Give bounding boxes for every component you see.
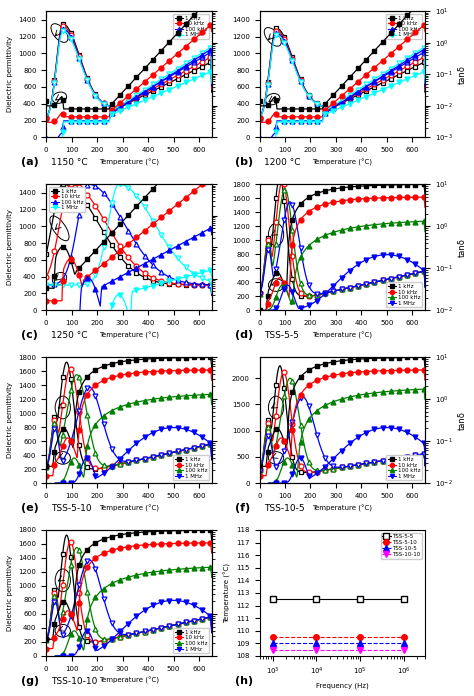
X-axis label: Temperature (°C): Temperature (°C) <box>312 331 372 339</box>
Text: (e): (e) <box>21 503 39 513</box>
X-axis label: Temperature (°C): Temperature (°C) <box>99 331 159 339</box>
TSS-10-5 <box>401 639 407 647</box>
TSS-5-5 <box>357 595 363 603</box>
Text: (f): (f) <box>235 503 250 513</box>
TSS-5-10 <box>314 633 319 641</box>
Y-axis label: tanδ: tanδ <box>458 65 467 84</box>
TSS-10-5 <box>270 639 275 647</box>
Y-axis label: Dielectric permittivity: Dielectric permittivity <box>7 36 13 112</box>
X-axis label: Temperature (°C): Temperature (°C) <box>99 505 159 512</box>
Text: (h): (h) <box>235 676 253 686</box>
Legend: 1 kHz, 10 kHz, 100 kHz, 1 MHz: 1 kHz, 10 kHz, 100 kHz, 1 MHz <box>386 455 422 480</box>
Legend: 1 kHz, 10 kHz, 100 kHz, 1 MHz: 1 kHz, 10 kHz, 100 kHz, 1 MHz <box>173 14 209 39</box>
Y-axis label: Dielectric permittivity: Dielectric permittivity <box>7 555 13 631</box>
Text: (c): (c) <box>21 330 38 340</box>
X-axis label: Temperature (°C): Temperature (°C) <box>312 505 372 512</box>
TSS-5-10 <box>401 633 407 641</box>
Text: TSS-10-5: TSS-10-5 <box>264 504 305 513</box>
Line: TSS-5-10: TSS-5-10 <box>270 634 407 640</box>
X-axis label: Temperature (°C): Temperature (°C) <box>312 159 372 166</box>
Text: TSS-5-5: TSS-5-5 <box>264 331 300 340</box>
Legend: TSS-5-5, TSS-5-10, TSS-10-5, TSS-10-10: TSS-5-5, TSS-5-10, TSS-10-5, TSS-10-10 <box>381 532 422 558</box>
Y-axis label: tanδ: tanδ <box>458 238 467 257</box>
TSS-5-5 <box>401 595 407 603</box>
X-axis label: Frequency (Hz): Frequency (Hz) <box>316 683 369 689</box>
Y-axis label: Dielectric permittivity: Dielectric permittivity <box>7 382 13 458</box>
TSS-5-5 <box>270 595 275 603</box>
Legend: 1 kHz, 10 kHz, 100 kHz, 1 MHz: 1 kHz, 10 kHz, 100 kHz, 1 MHz <box>173 628 209 654</box>
Legend: 1 kHz, 10 kHz, 100 kHz, 1 MHz: 1 kHz, 10 kHz, 100 kHz, 1 MHz <box>173 455 209 480</box>
Y-axis label: tanδ: tanδ <box>458 411 467 429</box>
TSS-10-10 <box>401 645 407 654</box>
Text: (a): (a) <box>21 157 39 167</box>
TSS-5-10 <box>357 633 363 641</box>
Text: TSS-10-10: TSS-10-10 <box>51 677 98 686</box>
Text: 1150 °C: 1150 °C <box>51 158 88 167</box>
Text: TSS-5-10: TSS-5-10 <box>51 504 92 513</box>
Line: TSS-5-5: TSS-5-5 <box>270 596 407 602</box>
Text: (g): (g) <box>21 676 39 686</box>
TSS-10-10 <box>357 645 363 654</box>
Legend: 1 kHz, 10 kHz, 100 kHz, 1 MHz: 1 kHz, 10 kHz, 100 kHz, 1 MHz <box>386 283 422 308</box>
TSS-10-5 <box>314 639 319 647</box>
X-axis label: Temperature (°C): Temperature (°C) <box>99 159 159 166</box>
TSS-5-10 <box>270 633 275 641</box>
Line: TSS-10-10: TSS-10-10 <box>270 647 407 652</box>
TSS-10-5 <box>357 639 363 647</box>
Line: TSS-10-5: TSS-10-5 <box>270 640 407 646</box>
Y-axis label: Dielectric permittivity: Dielectric permittivity <box>7 209 13 285</box>
TSS-10-10 <box>314 645 319 654</box>
Text: (b): (b) <box>235 157 253 167</box>
Legend: 1 kHz, 10 kHz, 100 kHz, 1 MHz: 1 kHz, 10 kHz, 100 kHz, 1 MHz <box>49 187 85 212</box>
X-axis label: Temperature (°C): Temperature (°C) <box>99 677 159 684</box>
Text: 1250 °C: 1250 °C <box>51 331 88 340</box>
Y-axis label: Temperature (°C): Temperature (°C) <box>224 563 231 623</box>
TSS-5-5 <box>314 595 319 603</box>
TSS-10-10 <box>270 645 275 654</box>
Text: (d): (d) <box>235 330 253 340</box>
Legend: 1 kHz, 10 kHz, 100 kHz, 1 MHz: 1 kHz, 10 kHz, 100 kHz, 1 MHz <box>386 14 422 39</box>
Text: 1200 °C: 1200 °C <box>264 158 301 167</box>
